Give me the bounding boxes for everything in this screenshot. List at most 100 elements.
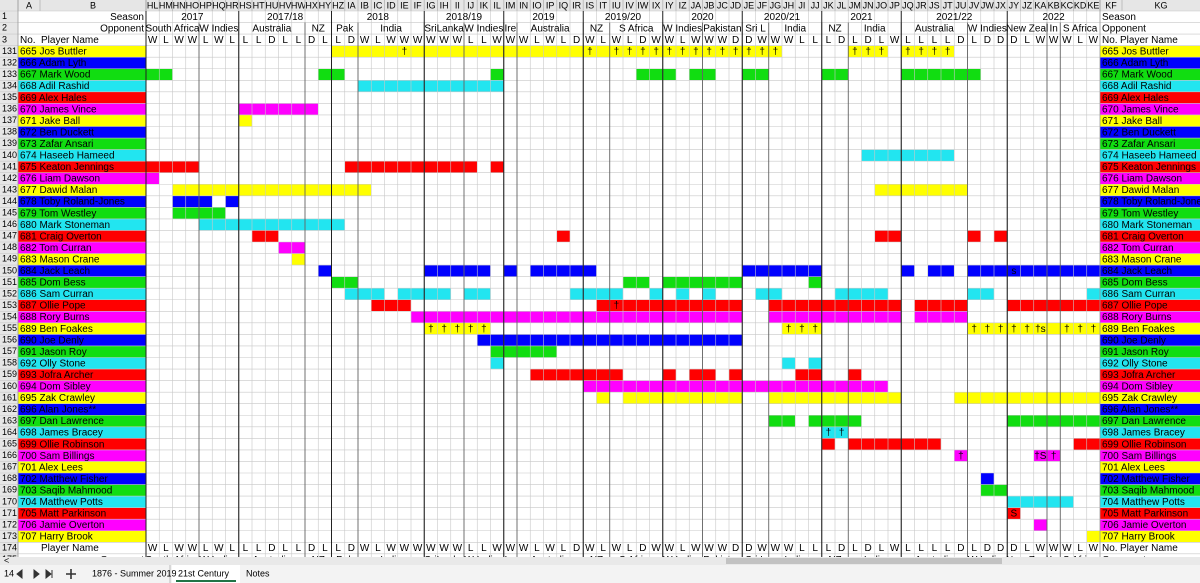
column-letter[interactable]: IE: [400, 0, 409, 10]
column-letter[interactable]: HN: [173, 0, 186, 10]
row-number[interactable]: 160: [2, 381, 17, 391]
column-letter[interactable]: JK: [823, 0, 834, 10]
column-letter[interactable]: JA: [691, 0, 702, 10]
column-letter[interactable]: HM: [159, 0, 173, 10]
column-letter[interactable]: IA: [347, 0, 356, 10]
row-number[interactable]: 152: [2, 288, 17, 298]
column-letter[interactable]: HQ: [212, 0, 226, 10]
column-letter[interactable]: HO: [186, 0, 200, 10]
row-number[interactable]: 146: [2, 219, 17, 229]
row-number[interactable]: 167: [2, 462, 17, 472]
sheet-tab[interactable]: Notes: [246, 568, 270, 578]
row-number[interactable]: 169: [2, 485, 17, 495]
column-letter[interactable]: KE: [1087, 0, 1099, 10]
column-letter[interactable]: HX: [305, 0, 318, 10]
scroll-left[interactable]: <: [4, 555, 9, 565]
column-letter[interactable]: KA: [1034, 0, 1046, 10]
column-letter[interactable]: HR: [226, 0, 239, 10]
row-number[interactable]: 144: [2, 196, 17, 206]
column-letter[interactable]: IU: [612, 0, 621, 10]
column-letter[interactable]: IZ: [679, 0, 688, 10]
row-number[interactable]: 162: [2, 404, 17, 414]
column-letter[interactable]: IY: [665, 0, 674, 10]
row-number[interactable]: 139: [2, 138, 17, 148]
row-number[interactable]: 145: [2, 208, 17, 218]
row-number[interactable]: 163: [2, 415, 17, 425]
column-letter[interactable]: KD: [1074, 0, 1087, 10]
column-letter[interactable]: JX: [995, 0, 1006, 10]
row-number[interactable]: 173: [2, 531, 17, 541]
column-letter[interactable]: B: [90, 0, 96, 10]
row-number[interactable]: 142: [2, 173, 17, 183]
row-number[interactable]: 140: [2, 150, 17, 160]
row-number[interactable]: 172: [2, 519, 17, 529]
column-letter[interactable]: HS: [239, 0, 252, 10]
row-number[interactable]: 164: [2, 427, 17, 437]
row-number[interactable]: 141: [2, 161, 17, 171]
column-letter[interactable]: JF: [757, 0, 768, 10]
column-letter[interactable]: JS: [929, 0, 940, 10]
row-number[interactable]: 153: [2, 300, 17, 310]
column-letter[interactable]: IP: [546, 0, 555, 10]
row-number[interactable]: 148: [2, 242, 17, 252]
column-letter[interactable]: IJ: [467, 0, 474, 10]
row-number[interactable]: 171: [2, 508, 17, 518]
column-letter[interactable]: IB: [360, 0, 369, 10]
column-letter[interactable]: JO: [876, 0, 888, 10]
row-number[interactable]: 174: [2, 542, 17, 552]
row-number[interactable]: 158: [2, 358, 17, 368]
column-letter[interactable]: JV: [969, 0, 980, 10]
column-letter[interactable]: KC: [1061, 0, 1074, 10]
column-letter[interactable]: IR: [572, 0, 582, 10]
tab-nav-arrows[interactable]: [16, 568, 53, 580]
column-letter[interactable]: JJ: [811, 0, 820, 10]
column-letter[interactable]: HZ: [332, 0, 344, 10]
column-letter[interactable]: KF: [1105, 0, 1117, 10]
active-tab[interactable]: [172, 565, 240, 583]
row-number[interactable]: 170: [2, 496, 17, 506]
row-number[interactable]: 168: [2, 473, 17, 483]
row-number[interactable]: 175: [2, 554, 17, 564]
sheet-tab[interactable]: 21st Century: [178, 568, 230, 578]
column-letter[interactable]: IK: [480, 0, 489, 10]
column-letter[interactable]: JI: [798, 0, 805, 10]
row-number[interactable]: 132: [2, 57, 17, 67]
column-letter[interactable]: II: [455, 0, 460, 10]
tab-first[interactable]: 14: [4, 568, 14, 578]
row-number[interactable]: 1: [2, 11, 7, 21]
row-number[interactable]: 3: [2, 34, 7, 44]
column-letter[interactable]: JQ: [902, 0, 914, 10]
column-letter[interactable]: IF: [414, 0, 423, 10]
column-letter[interactable]: IG: [426, 0, 436, 10]
row-number[interactable]: 137: [2, 115, 17, 125]
column-letter[interactable]: IS: [586, 0, 595, 10]
column-letter[interactable]: IM: [505, 0, 515, 10]
column-letter[interactable]: IL: [493, 0, 501, 10]
column-letter[interactable]: HP: [199, 0, 212, 10]
column-letter[interactable]: IV: [625, 0, 634, 10]
row-number[interactable]: 159: [2, 369, 17, 379]
row-number[interactable]: 156: [2, 335, 17, 345]
column-letter[interactable]: IX: [652, 0, 661, 10]
column-letter[interactable]: JN: [863, 0, 874, 10]
row-number[interactable]: 147: [2, 231, 17, 241]
row-number[interactable]: 165: [2, 439, 17, 449]
column-letter[interactable]: IO: [532, 0, 542, 10]
column-letter[interactable]: IT: [599, 0, 608, 10]
row-number[interactable]: 2: [2, 23, 7, 33]
column-letter[interactable]: IQ: [559, 0, 569, 10]
row-number[interactable]: 161: [2, 392, 17, 402]
column-letter[interactable]: IN: [519, 0, 528, 10]
row-number[interactable]: 149: [2, 254, 17, 264]
row-number[interactable]: 157: [2, 346, 17, 356]
column-letter[interactable]: JH: [783, 0, 794, 10]
column-letter[interactable]: HV: [279, 0, 292, 10]
column-letter[interactable]: JE: [744, 0, 755, 10]
row-number[interactable]: 143: [2, 184, 17, 194]
row-number[interactable]: 135: [2, 92, 17, 102]
row-number[interactable]: 166: [2, 450, 17, 460]
column-letter[interactable]: JB: [704, 0, 715, 10]
column-letter[interactable]: JZ: [1022, 0, 1033, 10]
column-letter[interactable]: IH: [440, 0, 449, 10]
row-number[interactable]: 131: [2, 46, 17, 56]
